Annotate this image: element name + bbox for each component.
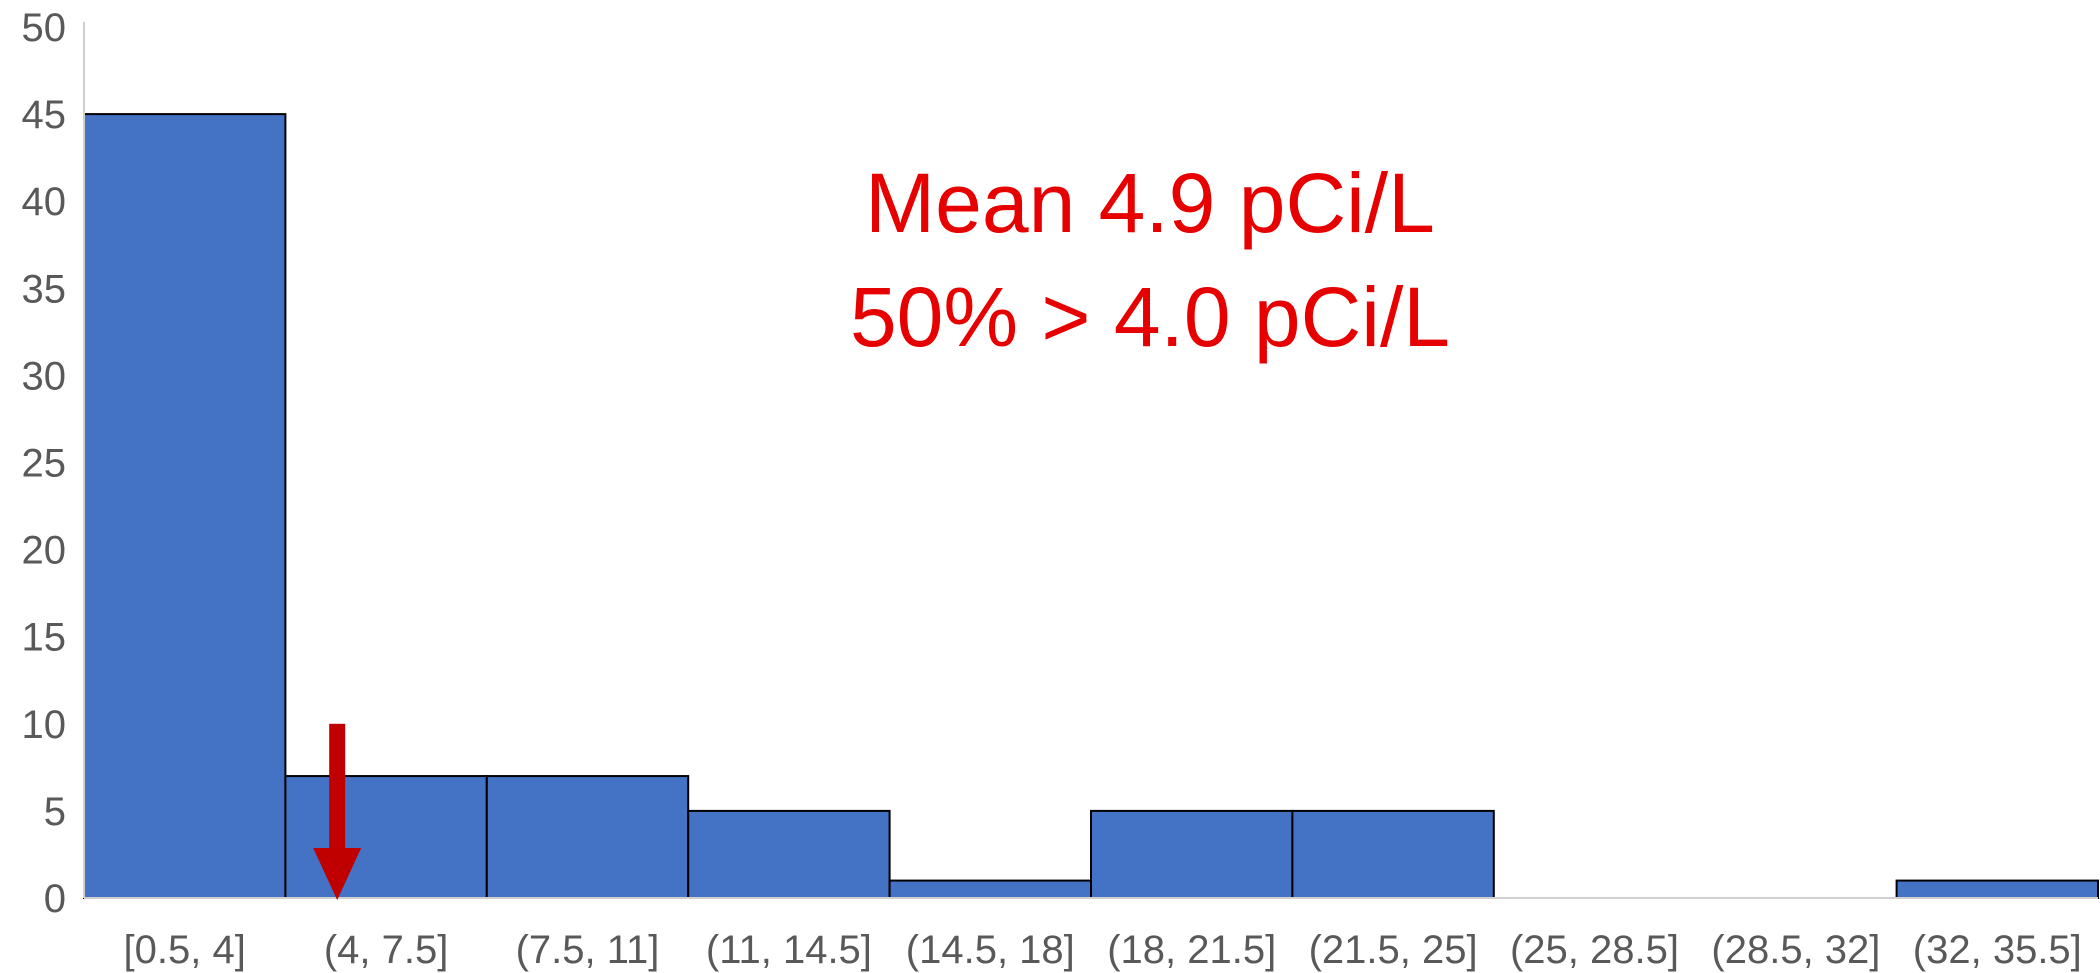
x-tick-label: (18, 21.5] <box>1107 928 1276 972</box>
bar <box>687 809 891 900</box>
arrow-shaft <box>329 723 346 850</box>
y-tick-label: 5 <box>44 790 66 834</box>
bar <box>485 775 690 899</box>
x-tick-label: (21.5, 25] <box>1309 928 1478 972</box>
y-tick-label: 20 <box>22 529 67 573</box>
x-tick-label: (11, 14.5] <box>706 928 872 972</box>
y-tick-label: 45 <box>22 93 67 137</box>
arrow-head <box>313 848 362 900</box>
bar <box>1291 809 1495 900</box>
bar <box>888 879 1092 900</box>
y-tick-label: 50 <box>22 6 67 50</box>
x-axis-ticks: [0.5, 4] (4, 7.5] (7.5, 11] (11, 14.5] (14.5… <box>124 928 2082 972</box>
bar <box>284 775 488 899</box>
y-tick-label: 25 <box>22 442 67 486</box>
y-axis-ticks: 0 5 10 15 20 25 30 35 40 45 50 <box>22 6 67 921</box>
x-tick-label: (7.5, 11] <box>516 928 660 972</box>
y-tick-label: 10 <box>22 703 67 747</box>
y-tick-label: 15 <box>22 616 67 660</box>
bar <box>1090 809 1294 900</box>
x-tick-label: (4, 7.5] <box>324 928 449 972</box>
x-tick-label: (32, 35.5] <box>1913 928 2082 972</box>
annotation-mean: Mean 4.9 pCi/L <box>865 156 1435 250</box>
x-tick-label: (14.5, 18] <box>906 928 1075 972</box>
x-tick-label: (25, 28.5] <box>1510 928 1679 972</box>
y-tick-label: 35 <box>22 267 67 311</box>
x-tick-label: [0.5, 4] <box>124 928 246 972</box>
x-tick-label: (28.5, 32] <box>1711 928 1880 972</box>
y-tick-label: 30 <box>22 354 67 398</box>
y-tick-label: 0 <box>44 877 66 921</box>
annotation-fraction-above: 50% > 4.0 pCi/L <box>850 270 1450 364</box>
mean-arrow-marker <box>313 723 362 900</box>
bars-group <box>83 113 2099 900</box>
bar <box>83 113 287 900</box>
y-tick-label: 40 <box>22 180 67 224</box>
bar <box>1895 879 2099 900</box>
